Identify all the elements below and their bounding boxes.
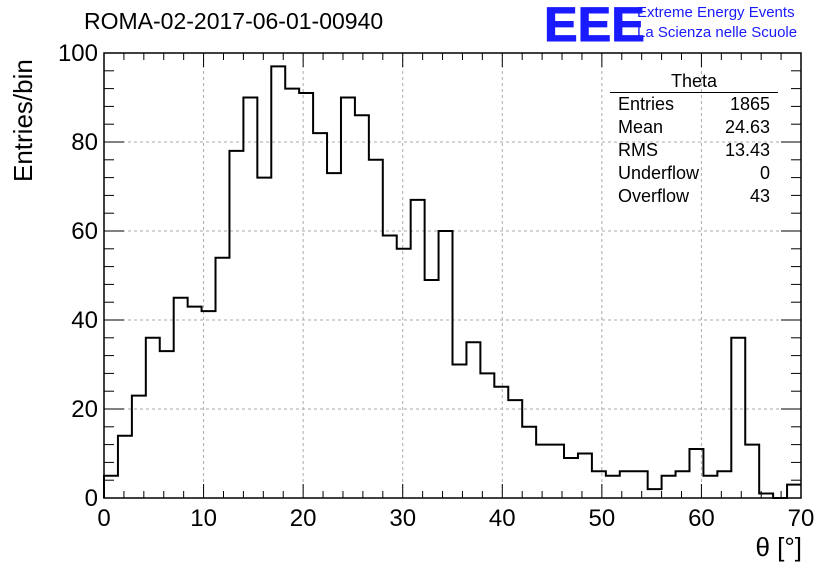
histogram-bin bbox=[174, 298, 188, 498]
stats-value: 1865 bbox=[729, 94, 770, 114]
histogram-bin bbox=[717, 471, 731, 498]
y-tick-label: 0 bbox=[85, 485, 98, 512]
logo-subtitle-line2: La Scienza nelle Scuole bbox=[637, 24, 798, 41]
x-tick-label: 10 bbox=[190, 505, 217, 532]
y-tick-label: 40 bbox=[71, 307, 98, 334]
histogram-bin bbox=[299, 93, 313, 498]
histogram-bin bbox=[550, 445, 564, 498]
histogram-bin bbox=[787, 485, 801, 498]
stats-title: Theta bbox=[610, 70, 778, 93]
histogram-bin bbox=[160, 351, 174, 498]
stats-row-mean: Mean 24.63 bbox=[610, 116, 778, 139]
x-tick-label: 30 bbox=[389, 505, 416, 532]
y-tick-label: 20 bbox=[71, 396, 98, 423]
stats-value: 43 bbox=[749, 186, 770, 206]
histogram-bin bbox=[118, 436, 132, 498]
histogram-bin bbox=[397, 249, 411, 498]
histogram-bin bbox=[257, 178, 271, 498]
y-tick-label: 100 bbox=[58, 40, 98, 67]
histogram-bin bbox=[439, 231, 453, 498]
histogram-bin bbox=[648, 489, 662, 498]
histogram-bin bbox=[411, 200, 425, 498]
stats-row-underflow: Underflow 0 bbox=[610, 162, 778, 185]
histogram-bin bbox=[146, 338, 160, 498]
histogram-bin bbox=[466, 342, 480, 498]
logo-subtitle-line1: Extreme Energy Events bbox=[637, 4, 795, 21]
stats-row-rms: RMS 13.43 bbox=[610, 139, 778, 162]
histogram-bin bbox=[564, 458, 578, 498]
histogram-bin bbox=[188, 307, 202, 498]
histogram-bin bbox=[662, 476, 676, 498]
x-tick-label: 0 bbox=[97, 505, 110, 532]
histogram-bin bbox=[480, 373, 494, 498]
histogram-bin bbox=[703, 476, 717, 498]
plot-frame bbox=[103, 52, 802, 499]
x-tick-label: 20 bbox=[290, 505, 317, 532]
stats-label: Mean bbox=[618, 117, 664, 137]
stats-label: Entries bbox=[618, 94, 675, 114]
x-tick-label: 40 bbox=[489, 505, 516, 532]
histogram-line bbox=[103, 65, 801, 499]
histogram-bin bbox=[285, 89, 299, 498]
stats-row-entries: Entries 1865 bbox=[610, 93, 778, 116]
stats-value: 0 bbox=[759, 163, 770, 183]
histogram-bin bbox=[271, 66, 285, 498]
histogram-bin bbox=[327, 173, 341, 498]
histogram-bin bbox=[508, 400, 522, 498]
stats-label: RMS bbox=[618, 140, 658, 160]
y-tick-label: 80 bbox=[71, 129, 98, 156]
y-tick-label: 60 bbox=[71, 218, 98, 245]
histogram-bin bbox=[676, 471, 690, 498]
histogram-bin bbox=[494, 387, 508, 498]
histogram-bin bbox=[369, 160, 383, 498]
x-tick-label: 70 bbox=[788, 505, 815, 532]
histogram-bin bbox=[578, 454, 592, 499]
stats-value: 13.43 bbox=[724, 140, 770, 160]
histogram-bin bbox=[341, 98, 355, 499]
histogram-bin bbox=[132, 396, 146, 498]
y-axis-label: Entries/bin bbox=[8, 59, 38, 182]
histogram-bin bbox=[355, 115, 369, 498]
x-axis-label: θ [°] bbox=[755, 532, 802, 562]
histogram-bin bbox=[745, 445, 759, 498]
histogram-bin bbox=[592, 471, 606, 498]
stats-label: Underflow bbox=[618, 163, 700, 183]
histogram-bin bbox=[229, 151, 243, 498]
histogram-bin bbox=[606, 476, 620, 498]
histogram-bin bbox=[216, 258, 230, 498]
stats-box: Theta Entries 1865 Mean 24.63 RMS 13.43 … bbox=[610, 70, 778, 208]
histogram-bin bbox=[313, 133, 327, 498]
histogram-bin bbox=[383, 235, 397, 498]
histogram-bin bbox=[522, 427, 536, 498]
stats-label: Overflow bbox=[618, 186, 690, 206]
run-title: ROMA-02-2017-06-01-00940 bbox=[84, 8, 384, 34]
histogram-bin bbox=[453, 365, 467, 499]
histogram-bin bbox=[634, 471, 648, 498]
histogram-bin bbox=[536, 445, 550, 498]
x-tick-label: 50 bbox=[589, 505, 616, 532]
eee-logo: EEE bbox=[543, 0, 645, 53]
histogram-bin bbox=[243, 98, 257, 499]
stats-row-overflow: Overflow 43 bbox=[610, 185, 778, 208]
histogram-bin bbox=[425, 280, 439, 498]
histogram-bin bbox=[104, 476, 118, 498]
x-tick-label: 60 bbox=[688, 505, 715, 532]
stats-value: 24.63 bbox=[724, 117, 770, 137]
histogram-bin bbox=[731, 338, 745, 498]
